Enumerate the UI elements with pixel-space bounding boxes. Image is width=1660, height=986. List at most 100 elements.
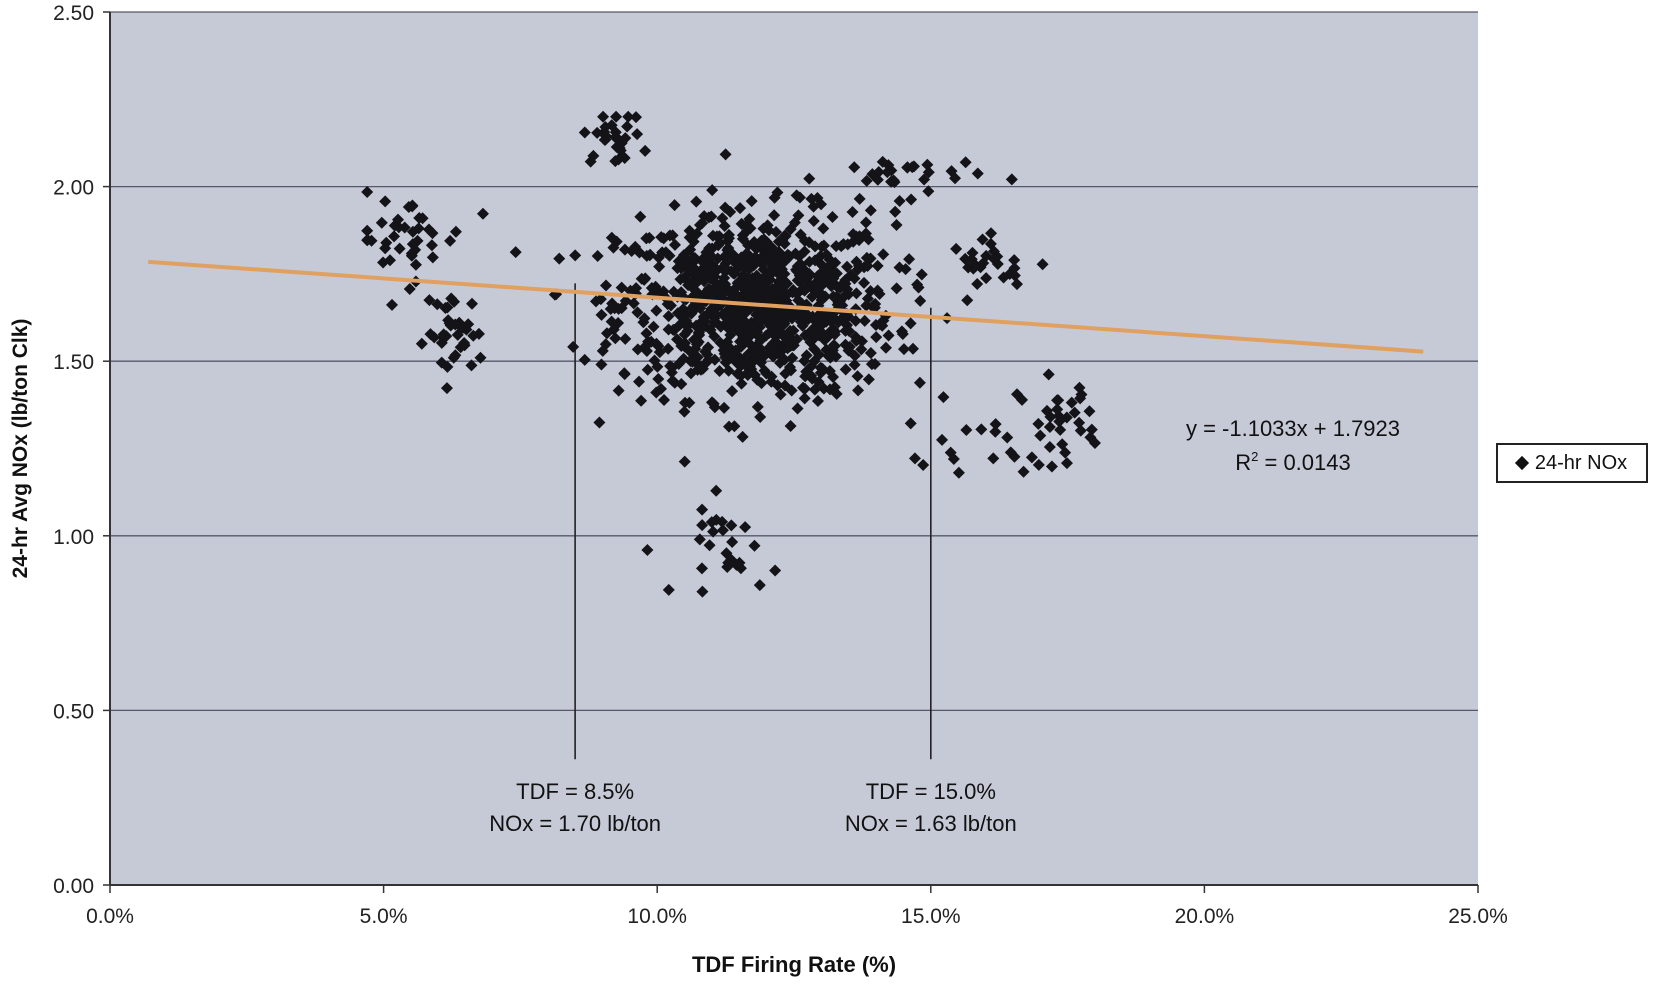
data-point — [784, 420, 797, 433]
y-tick-label: 2.00 — [53, 177, 94, 200]
annotation-lines — [574, 283, 932, 760]
data-point — [774, 388, 787, 401]
data-point — [765, 264, 778, 277]
data-point — [989, 425, 1002, 438]
data-point — [365, 234, 378, 247]
data-point — [853, 192, 866, 205]
data-point — [713, 230, 726, 243]
data-point — [1011, 278, 1024, 291]
data-point — [663, 229, 676, 242]
legend: 24-hr NOx — [1496, 443, 1648, 483]
data-point — [578, 353, 591, 366]
data-point — [807, 215, 820, 228]
data-point — [569, 249, 582, 262]
data-point — [1043, 440, 1056, 453]
data-point — [768, 209, 781, 222]
data-point — [961, 294, 974, 307]
data-point — [600, 279, 613, 292]
data-point — [888, 176, 901, 189]
data-point — [683, 396, 696, 409]
legend-label: 24-hr NOx — [1534, 451, 1628, 474]
data-point — [714, 290, 727, 303]
data-point — [859, 227, 872, 240]
data-point — [361, 185, 374, 198]
data-point — [879, 341, 892, 354]
data-point — [845, 268, 858, 281]
data-point — [734, 202, 747, 215]
data-point — [765, 370, 778, 383]
data-point — [959, 156, 972, 169]
data-point — [860, 251, 873, 264]
data-point — [1074, 392, 1087, 405]
data-point — [641, 543, 654, 556]
data-point — [989, 418, 1002, 431]
data-point — [668, 199, 681, 212]
data-point — [736, 232, 749, 245]
data-point — [798, 354, 811, 367]
data-point — [591, 250, 604, 263]
data-point — [850, 255, 863, 268]
data-point — [639, 144, 652, 157]
data-point — [709, 262, 722, 275]
data-point — [918, 173, 931, 186]
data-point — [375, 216, 388, 229]
data-point — [779, 379, 792, 392]
data-point — [413, 211, 426, 224]
data-point — [762, 224, 775, 237]
data-point — [631, 306, 644, 319]
data-point — [706, 184, 719, 197]
data-point — [944, 446, 957, 459]
data-point — [971, 277, 984, 290]
data-point — [610, 140, 623, 153]
data-point — [639, 340, 652, 353]
data-point — [708, 303, 721, 316]
data-point — [792, 294, 805, 307]
data-point — [437, 328, 450, 341]
data-point — [605, 315, 618, 328]
data-point — [701, 286, 714, 299]
data-point — [679, 318, 692, 331]
data-point — [774, 281, 787, 294]
data-point — [718, 250, 731, 263]
data-point — [1083, 405, 1096, 418]
data-point — [872, 166, 885, 179]
data-point — [610, 110, 623, 123]
data-point — [912, 281, 925, 294]
data-point — [743, 358, 756, 371]
data-point — [793, 250, 806, 263]
data-point — [615, 281, 628, 294]
data-point — [917, 459, 930, 472]
data-point — [945, 165, 958, 178]
y-tick-label: 1.00 — [53, 526, 94, 549]
data-point — [756, 238, 769, 251]
data-point — [600, 327, 613, 340]
data-point — [605, 231, 618, 244]
data-point — [721, 335, 734, 348]
data-point — [861, 259, 874, 272]
data-point — [735, 377, 748, 390]
data-point — [795, 283, 808, 296]
data-point — [716, 515, 729, 528]
annotation-2-line2: NOx = 1.63 lb/ton — [845, 811, 1017, 836]
annotation-2-line1: TDF = 15.0% — [866, 779, 996, 804]
data-point — [734, 355, 747, 368]
data-point — [889, 205, 902, 218]
data-point — [876, 319, 889, 332]
data-point — [677, 249, 690, 262]
trendline-equation: y = -1.1033x + 1.7923 — [1186, 416, 1400, 441]
data-point — [757, 252, 770, 265]
data-point — [758, 364, 771, 377]
data-point — [696, 519, 709, 532]
data-point — [824, 383, 837, 396]
data-point — [567, 340, 580, 353]
data-point — [776, 234, 789, 247]
data-point — [959, 252, 972, 265]
data-point — [598, 126, 611, 139]
data-point — [640, 232, 653, 245]
data-point — [848, 349, 861, 362]
data-point — [788, 216, 801, 229]
data-point — [1001, 431, 1014, 444]
data-point — [618, 367, 631, 380]
data-point — [890, 282, 903, 295]
data-point — [726, 536, 739, 549]
